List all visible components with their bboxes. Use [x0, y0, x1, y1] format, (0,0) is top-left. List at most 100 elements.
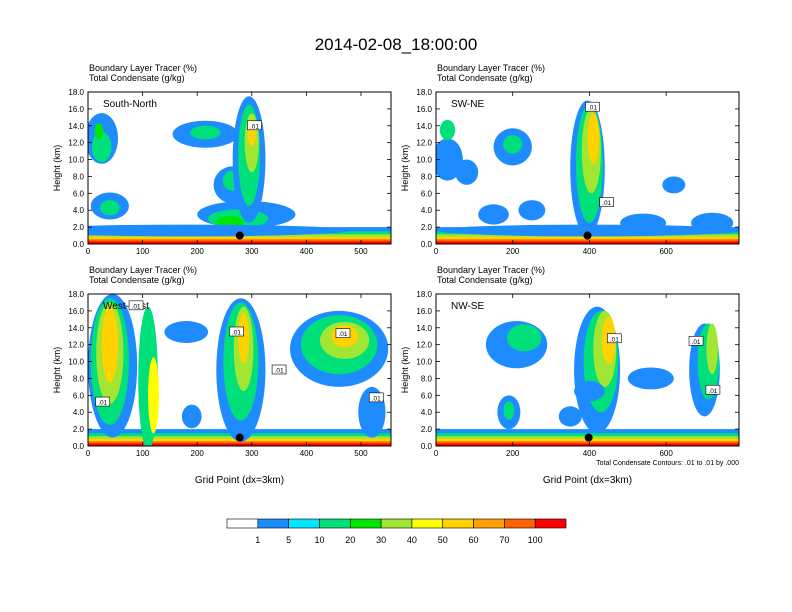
y-tick-label: 4.0 [421, 206, 433, 215]
x-tick-label: 0 [434, 449, 439, 458]
contour-label: .01 [250, 123, 259, 130]
colorbar-label: 70 [499, 535, 509, 545]
tracer-region [587, 113, 600, 164]
colorbar-swatch [504, 518, 536, 529]
contour-label-box [585, 101, 600, 112]
tracer-region [94, 123, 104, 139]
y-tick-label: 2.0 [421, 425, 433, 434]
y-tick-label: 8.0 [421, 172, 433, 181]
y-tick-label: 10.0 [416, 156, 432, 165]
y-tick-label: 16.0 [416, 307, 432, 316]
panel-west-east: Boundary Layer Tracer (%) Total Condensa… [52, 265, 392, 486]
boundary-layer-band [88, 241, 391, 244]
y-tick-label: 4.0 [73, 206, 85, 215]
y-tick-label: 0.0 [73, 442, 85, 451]
y-tick-label: 0.0 [73, 240, 85, 249]
contour-label: .01 [610, 336, 619, 343]
plot-frame [87, 293, 392, 447]
x-tick-label: 200 [506, 247, 520, 256]
x-tick-label: 100 [136, 247, 150, 256]
y-tick-label: 6.0 [73, 391, 85, 400]
location-marker [584, 433, 593, 442]
colorbar-swatch [226, 518, 259, 529]
colorbar-swatch [534, 518, 567, 529]
tracer-region [503, 401, 515, 420]
y-tick-label: 2.0 [421, 223, 433, 232]
contour-label-box [247, 120, 262, 131]
panel-sw-ne: Boundary Layer Tracer (%) Total Condensa… [400, 63, 740, 256]
panel-title-line2: Total Condensate (g/kg) [89, 275, 185, 285]
x-tick-label: 300 [245, 449, 259, 458]
panel-title-line2: Total Condensate (g/kg) [437, 73, 533, 83]
y-tick-label: 10.0 [68, 358, 84, 367]
x-tick-label: 200 [191, 449, 205, 458]
y-axis-label: Height (km) [400, 347, 410, 394]
tracer-region [181, 404, 202, 429]
y-tick-label: 12.0 [416, 341, 432, 350]
tracer-region [148, 357, 159, 434]
location-marker [235, 231, 244, 240]
y-tick-label: 2.0 [73, 425, 85, 434]
x-tick-label: 400 [583, 247, 597, 256]
x-tick-label: 400 [300, 449, 314, 458]
colorbar-label: 5 [286, 535, 291, 545]
tracer-region [574, 380, 605, 402]
panel-south-north: Boundary Layer Tracer (%) Total Condensa… [52, 63, 392, 256]
contour-label-box [688, 335, 704, 346]
tracer-region [100, 200, 120, 216]
x-tick-label: 300 [245, 247, 259, 256]
tracer-field [436, 294, 739, 446]
y-tick-label: 18.0 [416, 290, 432, 299]
y-tick-label: 14.0 [416, 324, 432, 333]
tracer-region [558, 406, 582, 427]
panel-label: South-North [103, 99, 157, 110]
contour-label: .01 [372, 395, 381, 402]
contour-label-box [128, 300, 144, 311]
tracer-region [503, 135, 523, 154]
y-tick-label: 0.0 [421, 442, 433, 451]
y-tick-label: 4.0 [421, 408, 433, 417]
tracer-region [164, 321, 209, 343]
contour-label-box [95, 396, 111, 407]
contour-label: .01 [588, 105, 597, 112]
y-tick-label: 14.0 [416, 122, 432, 131]
colorbar-label: 60 [469, 535, 479, 545]
y-tick-label: 2.0 [73, 223, 85, 232]
contour-label-box [335, 328, 351, 338]
tracer-region [88, 224, 351, 237]
tracer-region [627, 367, 674, 390]
colorbar-label: 10 [314, 535, 324, 545]
y-tick-label: 0.0 [421, 240, 433, 249]
panel-title-line2: Total Condensate (g/kg) [89, 73, 185, 83]
contour-label: .01 [602, 200, 611, 207]
y-tick-label: 12.0 [68, 139, 84, 148]
contour-label-box [229, 326, 244, 337]
tracer-region [436, 224, 739, 237]
location-marker [235, 433, 244, 442]
panel-nw-se: Boundary Layer Tracer (%) Total Condensa… [400, 265, 740, 486]
x-tick-label: 500 [354, 449, 368, 458]
y-tick-label: 16.0 [68, 307, 84, 316]
tracer-field [436, 92, 739, 244]
y-tick-label: 10.0 [416, 358, 432, 367]
x-tick-label: 400 [300, 247, 314, 256]
y-tick-label: 14.0 [68, 122, 84, 131]
y-tick-label: 6.0 [73, 189, 85, 198]
colorbar-label: 20 [345, 535, 355, 545]
panel-title-line1: Boundary Layer Tracer (%) [437, 265, 545, 275]
y-tick-label: 16.0 [68, 105, 84, 114]
colorbar-swatch [349, 518, 382, 529]
panel-title-line1: Boundary Layer Tracer (%) [437, 63, 545, 73]
x-tick-label: 0 [434, 247, 439, 256]
x-tick-label: 200 [191, 247, 205, 256]
contour-label-box [599, 197, 614, 207]
y-tick-label: 8.0 [73, 374, 85, 383]
plot-frame [435, 293, 740, 447]
contour-label-box [368, 392, 384, 403]
y-tick-label: 8.0 [421, 374, 433, 383]
x-tick-label: 400 [583, 449, 597, 458]
x-tick-label: 100 [136, 449, 150, 458]
boundary-layer-band [436, 443, 739, 446]
contour-label: .01 [132, 303, 141, 310]
y-tick-label: 12.0 [68, 341, 84, 350]
